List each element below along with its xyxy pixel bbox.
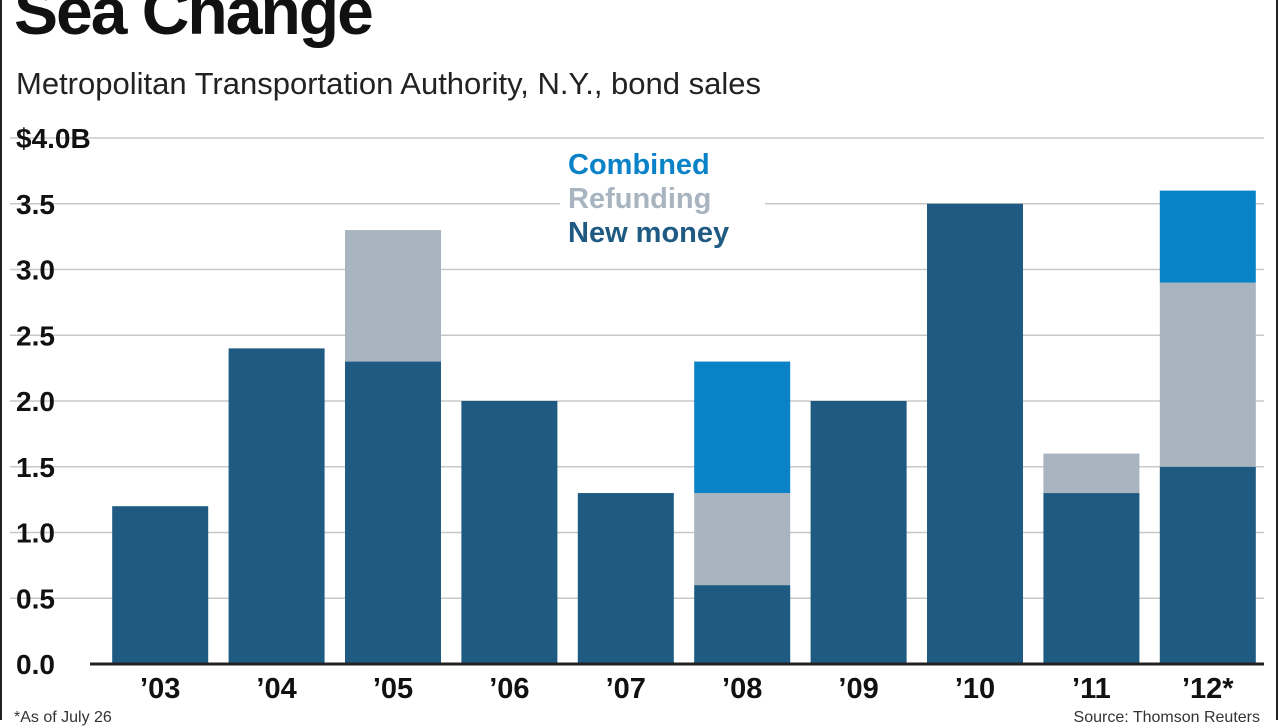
source-note: Source: Thomson Reuters [1073, 709, 1260, 726]
bar-segment [1043, 453, 1140, 494]
legend-item-combined: Combined [568, 149, 710, 181]
legend-bg [560, 180, 765, 214]
y-tick-label: $4.0B [16, 123, 91, 154]
bar-segment [694, 585, 791, 664]
x-tick-label: ’10 [955, 673, 995, 705]
x-tick-label: ’08 [722, 673, 762, 705]
x-tick-label: ’09 [838, 673, 878, 705]
legend-bg [560, 214, 765, 248]
legend-bg [560, 146, 765, 180]
bar-segment [1159, 282, 1256, 467]
legend-item-new-money: New money [568, 217, 729, 249]
bar-segment [1159, 466, 1256, 664]
y-tick-label: 3.5 [16, 189, 55, 220]
legend-item-refunding: Refunding [568, 183, 711, 215]
y-tick-label: 3.0 [16, 255, 55, 286]
footnote: *As of July 26 [14, 709, 112, 726]
chart-title: Sea Change [14, 0, 374, 48]
x-tick-label: ’12* [1182, 673, 1234, 705]
x-tick-label: ’04 [256, 673, 296, 705]
y-tick-label: 0.5 [16, 583, 55, 614]
bar-segment [577, 493, 674, 664]
bar-segment [810, 401, 907, 664]
y-tick-label: 1.5 [16, 452, 55, 483]
bar-segment [461, 401, 558, 664]
y-tick-label: 2.5 [16, 320, 55, 351]
y-tick-label: 0.0 [16, 649, 55, 680]
bar-segment [1159, 190, 1256, 283]
y-tick-label: 1.0 [16, 518, 55, 549]
bar-segment [694, 493, 791, 586]
x-tick-label: ’07 [606, 673, 646, 705]
chart-subtitle: Metropolitan Transportation Authority, N… [16, 66, 761, 101]
bar-segment [112, 506, 209, 664]
x-tick-label: ’06 [489, 673, 529, 705]
bar-segment [694, 361, 791, 494]
bar-segment [228, 348, 325, 664]
x-tick-label: ’03 [140, 673, 180, 705]
bar-segment [345, 230, 441, 362]
bar-segment [345, 361, 441, 664]
y-tick-label: 2.0 [16, 386, 55, 417]
bar-segment [1043, 493, 1140, 664]
x-tick-label: ’05 [373, 673, 413, 705]
x-tick-label: ’11 [1072, 673, 1111, 705]
bar-segment [927, 203, 1023, 664]
